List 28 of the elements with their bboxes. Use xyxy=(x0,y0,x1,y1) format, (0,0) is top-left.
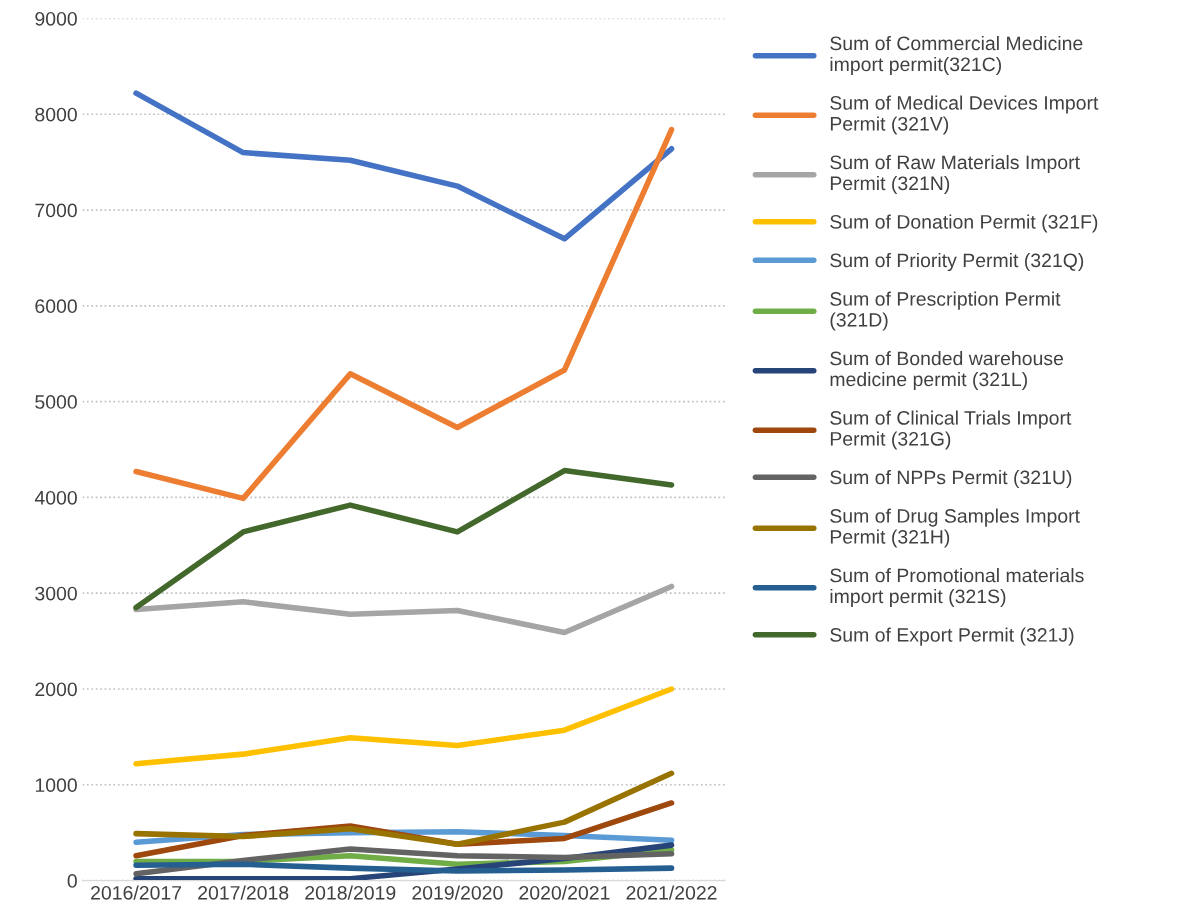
y-tick-label: 2000 xyxy=(35,682,77,697)
legend-label: Sum of Commercial Medicine import permit(321C) xyxy=(830,35,1083,76)
legend-label: Sum of Prescription Permit (321D) xyxy=(830,291,1061,331)
y-tick-label: 5000 xyxy=(35,395,77,409)
legend-label: Sum of Donation Permit (321F) xyxy=(830,214,1098,233)
legend-label: Sum of Medical Devices Import Permit (321V) xyxy=(830,95,1099,135)
y-tick-label: 3000 xyxy=(35,586,77,601)
x-tick-label: 2019/2020 xyxy=(412,885,503,900)
y-tick-label: 9000 xyxy=(35,11,77,26)
legend-label: Sum of Priority Permit (321Q) xyxy=(830,252,1084,272)
legend-label: Sum of Clinical Trials Import Permit (321G) xyxy=(830,410,1072,450)
legend-label: Sum of Promotional materials import permit (321S) xyxy=(830,568,1084,608)
x-tick-label: 2021/2022 xyxy=(626,885,717,900)
x-tick-label: 2020/2021 xyxy=(519,885,610,900)
x-tick-label: 2016/2017 xyxy=(91,885,182,900)
legend-label: Sum of NPPs Permit (321U) xyxy=(830,469,1072,489)
y-tick-label: 7000 xyxy=(35,203,77,218)
y-tick-label: 0 xyxy=(67,874,77,888)
y-tick-label: 8000 xyxy=(35,107,77,122)
legend-label: Sum of Export Permit (321J) xyxy=(830,627,1074,646)
legend-label: Sum of Raw Materials Import Permit (321N) xyxy=(830,154,1080,195)
x-tick-label: 2018/2019 xyxy=(305,885,396,900)
x-tick-label: 2017/2018 xyxy=(198,885,289,900)
y-tick-label: 4000 xyxy=(34,490,77,505)
y-tick-label: 1000 xyxy=(35,778,77,793)
legend-label: Sum of Bonded warehouse medicine permit (321L) xyxy=(830,351,1064,391)
legend-label: Sum of Drug Samples Import Permit (321H) xyxy=(830,508,1080,548)
y-tick-label: 6000 xyxy=(35,299,77,314)
